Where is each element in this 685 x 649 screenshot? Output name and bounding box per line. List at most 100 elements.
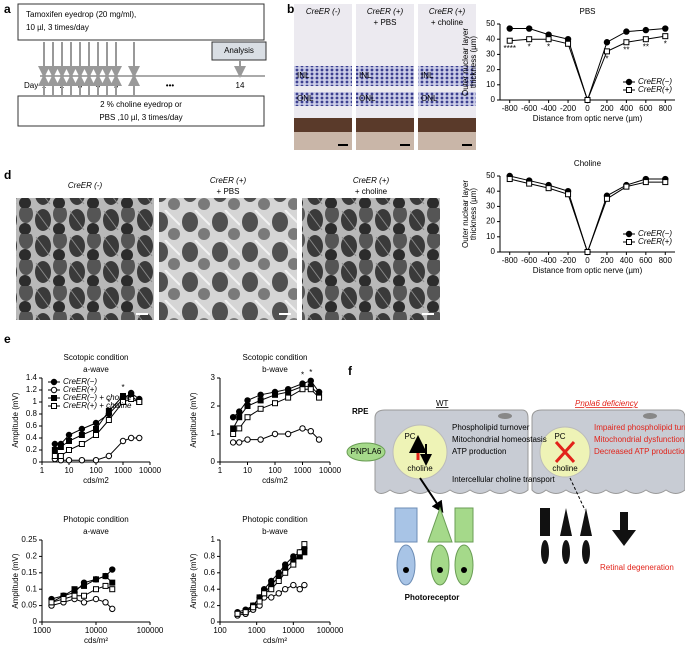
y-tick-label: 1.4 <box>26 373 38 382</box>
marker <box>109 579 116 586</box>
marker <box>506 37 513 44</box>
inl-band <box>294 66 352 86</box>
choline-label: choline <box>552 464 578 473</box>
marker <box>236 414 243 421</box>
marker <box>272 391 278 398</box>
x-tick-label: 10000 <box>85 626 108 635</box>
x-tick-label: -200 <box>560 104 577 113</box>
marker <box>250 604 257 611</box>
legend-label: CreER(+) <box>638 237 672 246</box>
marker <box>136 399 143 405</box>
marker <box>65 457 73 464</box>
marker <box>256 598 263 605</box>
marker <box>66 438 72 444</box>
marker <box>257 405 264 412</box>
group-label: + choline <box>431 18 464 27</box>
marker <box>92 595 100 603</box>
group-label: + choline <box>355 187 388 196</box>
marker <box>301 581 308 589</box>
panel-label: b <box>287 2 294 16</box>
marker <box>299 425 306 432</box>
y-tick-label: 20 <box>486 65 495 74</box>
y-tick-label: 1 <box>33 397 38 406</box>
group-label: CreER (+) <box>367 7 404 16</box>
legend-marker <box>50 378 58 386</box>
legend-marker <box>626 87 632 93</box>
marker <box>109 586 116 593</box>
protocol: Tamoxifen eyedrop (20 mg/ml), 10 µl, 3 t… <box>17 3 267 127</box>
marker <box>301 541 308 548</box>
marker <box>257 436 264 443</box>
choroid <box>418 132 476 150</box>
panel-label: f <box>348 364 353 378</box>
photoreceptor-cell <box>427 506 453 543</box>
chart-subtitle: b-wave <box>262 527 288 536</box>
y-tick-label: 0 <box>491 95 496 104</box>
x-axis-label: Distance from optic nerve (µm) <box>533 114 643 123</box>
photoreceptor-label: Photoreceptor <box>405 593 460 602</box>
marker <box>545 36 552 43</box>
marker <box>281 586 289 593</box>
degenerated-cell <box>580 508 592 536</box>
em-image <box>159 198 297 320</box>
x-tick-label: 100 <box>89 466 103 475</box>
marker <box>78 432 85 438</box>
wt-function: ATP production <box>452 447 506 456</box>
y-tick-label: 30 <box>486 202 495 211</box>
x-tick-label: -800 <box>502 104 519 113</box>
y-tick-label: 2 <box>211 401 216 410</box>
marker <box>244 403 251 409</box>
legend-label: CreER(+) <box>63 385 97 394</box>
y-tick-label: 50 <box>486 171 495 180</box>
x-tick-label: 100000 <box>317 626 344 635</box>
x-tick-label: -600 <box>521 256 538 265</box>
legend-label: CreER(−) <box>638 229 672 238</box>
x-tick-label: 400 <box>620 104 634 113</box>
x-tick-label: 600 <box>639 104 653 113</box>
marker <box>584 249 591 255</box>
marker <box>662 179 669 186</box>
marker <box>244 414 251 421</box>
wt-function: Phospholipid turnover <box>452 423 530 432</box>
x-tick-label: 1 <box>218 466 223 475</box>
marker <box>230 425 237 432</box>
y-tick-label: 0.4 <box>26 433 38 442</box>
marker <box>662 25 669 32</box>
panel-label: e <box>4 332 11 346</box>
marker <box>102 573 109 580</box>
marker <box>120 393 126 399</box>
nucleus <box>437 567 443 573</box>
y-tick-label: 0.8 <box>26 409 38 418</box>
x-tick-label: 100 <box>213 626 227 635</box>
x-tick-label: 10000 <box>319 466 342 475</box>
marker <box>285 389 292 395</box>
marker <box>526 180 533 187</box>
marker <box>92 419 100 427</box>
marker <box>105 452 113 460</box>
marker <box>109 566 116 573</box>
onl-band <box>418 92 476 106</box>
x-tick-label: 10 <box>65 466 74 475</box>
choline-label: choline <box>407 464 433 473</box>
significance: * <box>528 42 531 51</box>
marker <box>51 447 58 453</box>
day-number: ••• <box>166 81 175 90</box>
legend-marker <box>51 403 57 409</box>
chart-title: Scotopic condition <box>243 353 308 362</box>
arrow <box>569 477 586 511</box>
y-tick-label: 0.2 <box>26 552 38 561</box>
legend-label: CreER(−) + choline <box>63 393 132 402</box>
marker <box>51 440 59 448</box>
choroid <box>294 132 352 150</box>
inl-band <box>356 66 414 86</box>
layer-label: ONL <box>421 94 438 103</box>
enzyme-label: PNPLA6 <box>351 447 382 456</box>
x-tick-label: -800 <box>502 256 519 265</box>
x-tick-label: 600 <box>639 256 653 265</box>
marker <box>315 436 323 443</box>
x-tick-label: 100 <box>268 466 282 475</box>
marker <box>603 48 610 55</box>
treatment-box <box>17 95 265 127</box>
x-tick-label: 200 <box>600 256 614 265</box>
